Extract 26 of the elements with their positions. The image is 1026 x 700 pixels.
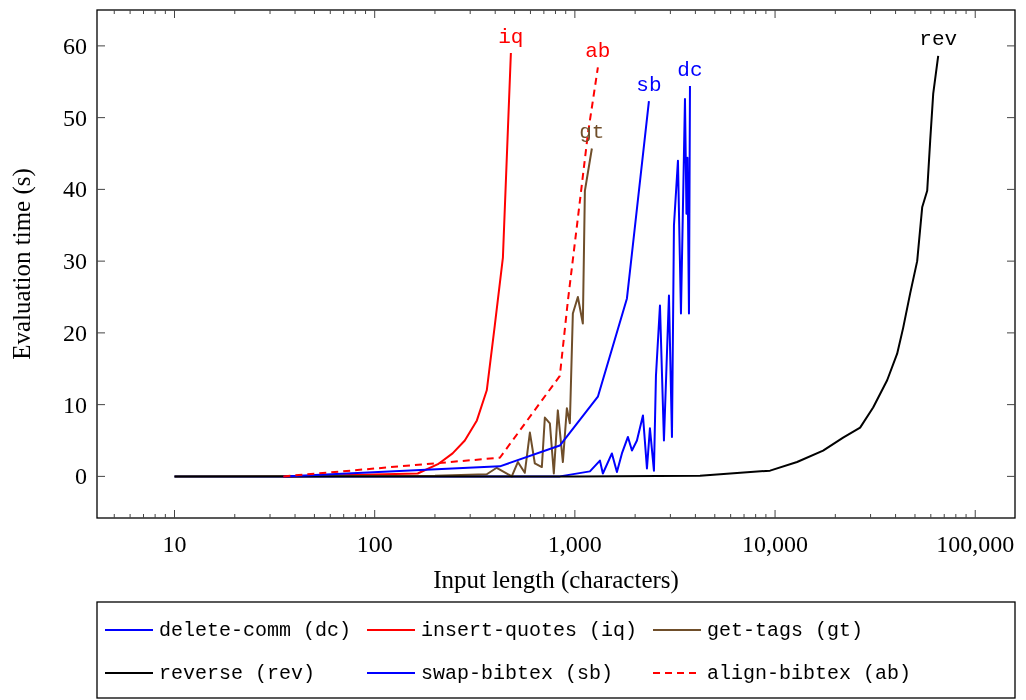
y-tick-label: 0 bbox=[75, 463, 87, 490]
y-tick-label: 20 bbox=[63, 319, 87, 346]
y-tick-label: 10 bbox=[63, 391, 87, 418]
legend-label: delete-comm (dc) bbox=[159, 618, 352, 642]
legend-label: reverse (rev) bbox=[159, 661, 316, 685]
annotation: iq bbox=[498, 25, 524, 49]
x-tick-label: 10 bbox=[162, 531, 187, 557]
annotation: dc bbox=[677, 58, 703, 82]
x-tick-label: 100,000 bbox=[936, 531, 1015, 557]
y-axis-title: Evaluation time (s) bbox=[8, 168, 36, 360]
legend-label: get-tags (gt) bbox=[707, 618, 864, 642]
x-tick-label: 10,000 bbox=[742, 531, 809, 557]
x-tick-label: 100 bbox=[356, 531, 393, 557]
y-tick-label: 40 bbox=[63, 176, 87, 203]
legend-label: align-bibtex (ab) bbox=[707, 661, 912, 685]
annotation: rev bbox=[919, 28, 958, 52]
legend-label: swap-bibtex (sb) bbox=[421, 661, 614, 685]
y-tick-label: 30 bbox=[63, 248, 87, 275]
y-tick-label: 50 bbox=[63, 104, 87, 131]
annotation: sb bbox=[636, 73, 662, 97]
annotation: gt bbox=[579, 120, 605, 144]
x-tick-label: 1,000 bbox=[547, 531, 602, 557]
annotation: ab bbox=[585, 39, 611, 63]
legend-label: insert-quotes (iq) bbox=[421, 618, 638, 642]
y-tick-label: 60 bbox=[63, 32, 87, 59]
x-axis-title: Input length (characters) bbox=[433, 566, 679, 594]
